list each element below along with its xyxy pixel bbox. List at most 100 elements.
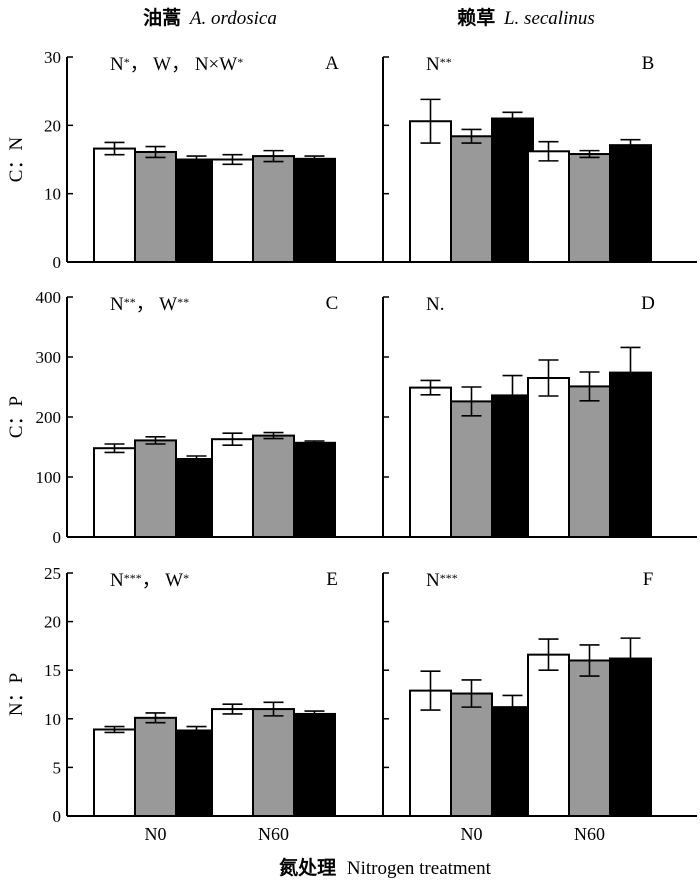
- panel-letter: C: [326, 293, 339, 314]
- bar-n60-white: [211, 438, 254, 539]
- panel-f: F N*** N0 N60: [382, 569, 697, 844]
- annotation-text: ， W: [142, 570, 183, 591]
- bar-n60-white: [527, 653, 570, 818]
- bar-n0-white: [409, 689, 452, 817]
- annotation-superscript: ***: [440, 571, 458, 585]
- bar-n60-gray: [252, 434, 295, 539]
- bar-n60-gray: [252, 155, 295, 263]
- annotation-text: N: [110, 54, 124, 75]
- bar-n0-gray: [450, 692, 493, 818]
- bar-n60-black: [609, 371, 652, 538]
- annotation-superscript: **: [440, 55, 452, 69]
- y-axis-label: N：P: [6, 673, 27, 716]
- annotation-text: ， W， N×W: [130, 54, 238, 75]
- bar-n0-black: [491, 117, 534, 263]
- bar-n0-gray: [134, 150, 177, 264]
- bar-n0-black: [175, 729, 218, 817]
- panel-letter: E: [326, 569, 338, 590]
- annotation-superscript: **: [124, 295, 136, 309]
- annotation-superscript: *: [124, 55, 130, 69]
- bar-n60-white: [211, 708, 254, 818]
- y-tick-label: 0: [53, 528, 62, 547]
- significance-annotation: N.: [426, 294, 444, 315]
- bar-n0-black: [491, 706, 534, 817]
- annotation-superscript: ***: [124, 571, 142, 585]
- panel-b: B N**: [382, 53, 697, 264]
- bar-n60-gray: [568, 659, 611, 817]
- y-tick-label: 15: [44, 661, 61, 680]
- header-left-cn: 油蒿: [143, 7, 181, 29]
- y-tick-label: 20: [44, 116, 61, 135]
- annotation-superscript: *: [183, 571, 189, 585]
- header-left: 油蒿 A. ordosica: [143, 7, 277, 29]
- significance-annotation: N**: [426, 54, 452, 75]
- x-tick-label: N0: [461, 824, 483, 844]
- bar-n60-black: [293, 441, 336, 538]
- significance-annotation: N***， W*: [110, 570, 189, 591]
- y-tick-label: 25: [44, 564, 61, 583]
- annotation-superscript: *: [237, 55, 243, 69]
- header-right-cn: 赖草: [457, 6, 495, 29]
- bar-n0-gray: [450, 400, 493, 538]
- y-tick-label: 0: [53, 253, 62, 272]
- y-tick-label: 30: [44, 48, 61, 67]
- panel-e: 0 5 10 15 20 25 N：P E N***， W* N0 N60: [6, 564, 383, 844]
- y-tick-label: 5: [53, 758, 62, 777]
- x-tick-label: N60: [258, 824, 289, 844]
- annotation-text: N: [426, 54, 440, 75]
- annotation-text: N.: [426, 294, 444, 315]
- bar-n0-white: [93, 447, 136, 539]
- panel-letter: D: [641, 293, 655, 314]
- y-axis-label: C：P: [6, 396, 27, 438]
- x-axis-label-en: Nitrogen treatment: [347, 858, 492, 879]
- bar-n60-gray: [252, 708, 295, 818]
- bar-n0-white: [93, 728, 136, 818]
- bar-n0-gray: [134, 716, 177, 817]
- y-tick-label: 10: [44, 185, 61, 204]
- header-right-latin: L. secalinus: [503, 8, 595, 29]
- bar-n60-white: [211, 158, 254, 263]
- bar-n60-gray: [568, 385, 611, 538]
- y-tick-label: 100: [36, 468, 62, 487]
- y-tick-label: 200: [36, 408, 62, 427]
- bar-n0-white: [409, 386, 452, 538]
- bar-n60-black: [609, 144, 652, 263]
- bar-n0-black: [175, 158, 218, 263]
- significance-annotation: N*， W， N×W*: [110, 54, 243, 75]
- y-axis-label: C：N: [6, 137, 27, 183]
- annotation-superscript: **: [177, 295, 189, 309]
- annotation-text: N: [110, 294, 124, 315]
- x-tick-label: N0: [145, 824, 167, 844]
- header-left-latin: A. ordosica: [188, 8, 277, 29]
- bar-n60-black: [293, 157, 336, 263]
- bar-n60-white: [527, 150, 570, 263]
- y-tick-label: 300: [36, 348, 62, 367]
- bar-n0-white: [93, 147, 136, 263]
- panel-d: D N.: [382, 293, 697, 538]
- y-tick-label: 10: [44, 710, 61, 729]
- y-tick-label: 400: [36, 288, 62, 307]
- annotation-text: N: [426, 570, 440, 591]
- bar-n60-black: [293, 712, 336, 817]
- significance-annotation: N**， W**: [110, 294, 189, 315]
- bar-n60-white: [527, 377, 570, 538]
- bar-n60-gray: [568, 153, 611, 264]
- bar-n0-gray: [450, 135, 493, 263]
- header-right: 赖草 L. secalinus: [457, 6, 595, 29]
- y-tick-label: 20: [44, 613, 61, 632]
- bar-n0-gray: [134, 439, 177, 538]
- x-tick-label: N60: [574, 824, 605, 844]
- bar-n60-black: [609, 657, 652, 818]
- bar-n0-black: [175, 458, 218, 538]
- panel-letter: F: [643, 569, 654, 590]
- x-axis-label: 氮处理 Nitrogen treatment: [279, 856, 492, 879]
- panel-letter: B: [642, 53, 655, 74]
- bar-n0-black: [491, 394, 534, 538]
- y-tick-label: 0: [53, 807, 62, 826]
- annotation-text: ， W: [136, 294, 177, 315]
- bar-n0-white: [409, 120, 452, 263]
